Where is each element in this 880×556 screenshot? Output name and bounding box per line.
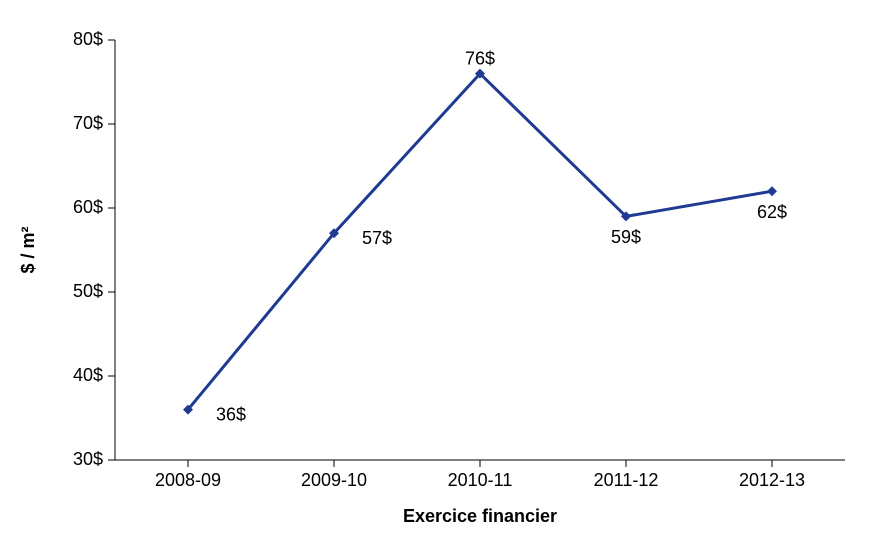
data-value-label: 76$: [465, 48, 495, 68]
y-axis-title: $ / m²: [18, 226, 38, 273]
x-tick-label: 2010-11: [448, 470, 513, 490]
y-tick-label: 50$: [73, 281, 103, 301]
x-tick-label: 2009-10: [301, 470, 367, 490]
x-tick-label: 2008-09: [155, 470, 221, 490]
data-value-label: 57$: [362, 228, 392, 248]
y-tick-label: 30$: [73, 449, 103, 469]
data-value-label: 62$: [757, 202, 787, 222]
line-chart: 30$ 40$ 50$ 60$ 70$ 80$ 2008-09 2009-10 2010-11 2…: [0, 0, 880, 556]
y-tick-label: 80$: [73, 29, 103, 49]
y-tick-label: 40$: [73, 365, 103, 385]
data-value-label: 36$: [216, 404, 246, 424]
x-tick-label: 2012-13: [739, 470, 805, 490]
y-tick-label: 60$: [73, 197, 103, 217]
data-value-label: 59$: [611, 227, 641, 247]
x-axis-title: Exercice financier: [403, 506, 557, 526]
x-tick-label: 2011-12: [594, 470, 659, 490]
y-tick-label: 70$: [73, 113, 103, 133]
chart-svg: 30$ 40$ 50$ 60$ 70$ 80$ 2008-09 2009-10 2010-11 2…: [0, 0, 880, 556]
